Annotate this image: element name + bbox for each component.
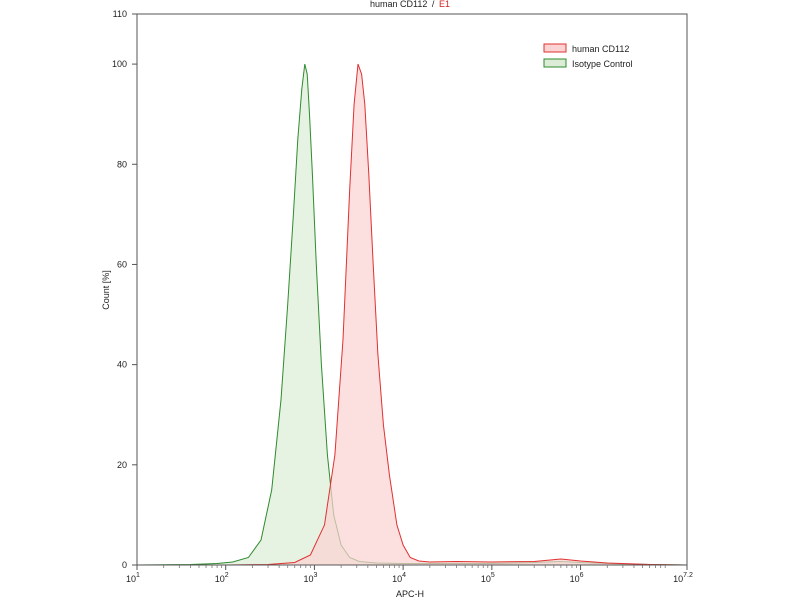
y-tick-label: 110 [113,9,127,19]
y-tick-label: 0 [122,560,127,570]
x-tick-label: 105 [481,572,495,584]
plot-frame [136,13,688,566]
legend-swatch-isotype-control [543,58,567,68]
legend: human CD112 Isotype Control [543,43,633,69]
x-tick-label: 103 [303,572,317,584]
y-axis-title: Count [%] [101,270,111,310]
y-tick-label: 60 [117,259,127,269]
y-tick-label: 80 [117,159,127,169]
series-line-human-cd112 [137,63,688,566]
y-tick-label: 20 [117,460,127,470]
x-tick-label: 107.2 [673,572,693,584]
legend-label-isotype-control: Isotype Control [572,59,633,69]
y-tick-label: 40 [117,360,127,370]
y-tick-label: 100 [112,59,127,69]
y-axis: 0 20 40 60 80 100 110 [112,9,137,570]
chart-title-separator: / [432,0,435,9]
x-tick-label: 106 [570,572,584,584]
x-tick-label: 102 [215,572,229,584]
legend-swatch-human-cd112 [543,43,567,53]
x-tick-label: 101 [126,572,140,584]
chart-title: human CD112 / E1 [370,0,450,9]
chart-title-suffix: E1 [439,0,450,9]
x-tick-label: 104 [392,572,406,584]
legend-label-human-cd112: human CD112 [572,44,629,54]
x-axis: 101 102 103 104 105 106 107.2 [126,565,693,584]
x-axis-title: APC-H [396,589,424,599]
series-layer [136,63,688,566]
chart-title-main: human CD112 [370,0,427,9]
